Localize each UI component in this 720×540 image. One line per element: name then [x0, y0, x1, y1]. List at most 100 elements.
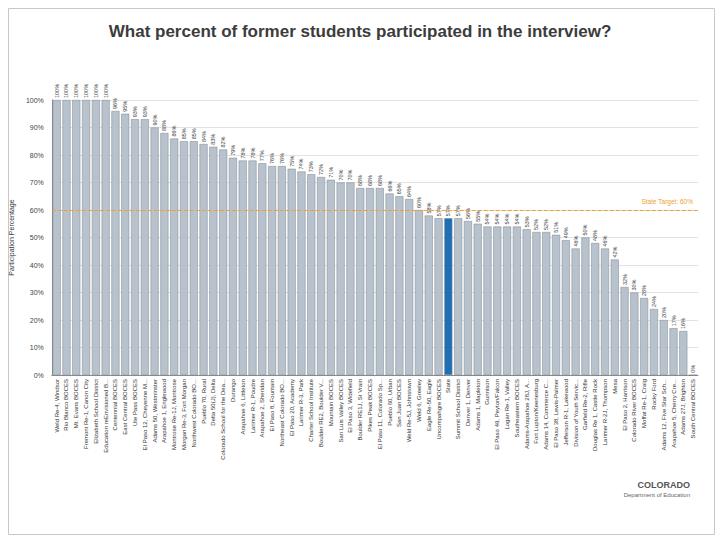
svg-text:78%: 78%	[240, 147, 246, 158]
svg-text:100%: 100%	[93, 84, 99, 98]
svg-text:Weld Re-5J, Johnstown: Weld Re-5J, Johnstown	[406, 379, 412, 442]
svg-text:Larimer R-1, Poudre: Larimer R-1, Poudre	[250, 378, 256, 433]
svg-text:46%: 46%	[602, 235, 608, 246]
svg-text:Education reEnvisioned B...: Education reEnvisioned B...	[103, 379, 109, 453]
svg-text:72%: 72%	[318, 164, 324, 175]
svg-text:Pueblo 70, Rural: Pueblo 70, Rural	[201, 379, 207, 424]
svg-text:Adams 27J, Brighton: Adams 27J, Brighton	[680, 379, 686, 435]
svg-text:Weld Re-4, Windsor: Weld Re-4, Windsor	[54, 379, 60, 433]
svg-text:60%: 60%	[416, 197, 422, 208]
svg-text:73%: 73%	[308, 161, 314, 172]
svg-text:El Paso 8, Fountain: El Paso 8, Fountain	[269, 379, 275, 431]
svg-text:East Central BOCES: East Central BOCES	[122, 379, 128, 435]
svg-text:Division of Youth Servic...: Division of Youth Servic...	[573, 379, 579, 447]
svg-text:83%: 83%	[210, 134, 216, 145]
svg-text:Boulder RE2, Boulder V...: Boulder RE2, Boulder V...	[318, 379, 324, 447]
svg-text:Adams-Arapahoe 28J, A...: Adams-Arapahoe 28J, A...	[524, 379, 530, 449]
svg-text:Adams 50, Westminster: Adams 50, Westminster	[152, 379, 158, 443]
svg-text:Garfield Re-2, Rifle: Garfield Re-2, Rifle	[582, 378, 588, 430]
svg-text:Department of Education: Department of Education	[624, 492, 690, 498]
svg-text:El Paso 2, Harrison: El Paso 2, Harrison	[622, 379, 628, 431]
svg-text:Charter School Institute: Charter School Institute	[308, 378, 314, 441]
svg-text:Douglas Re 1, Castle Rock: Douglas Re 1, Castle Rock	[592, 378, 598, 451]
svg-text:Northwest Colorado BO...: Northwest Colorado BO...	[191, 379, 197, 448]
svg-text:Rocky Ford: Rocky Ford	[651, 379, 657, 410]
svg-text:79%: 79%	[230, 145, 236, 156]
svg-text:54%: 54%	[484, 213, 490, 224]
svg-text:100%: 100%	[83, 84, 89, 98]
svg-text:Jefferson R-1, Lakewood: Jefferson R-1, Lakewood	[563, 379, 569, 446]
svg-text:65%: 65%	[396, 183, 402, 194]
svg-text:Arapahoe 1, Englewood: Arapahoe 1, Englewood	[161, 379, 167, 443]
svg-text:Northeast Colorado BO...: Northeast Colorado BO...	[279, 379, 285, 447]
svg-text:54%: 54%	[514, 213, 520, 224]
svg-text:Larimer R-2J, Thompson: Larimer R-2J, Thompson	[602, 379, 608, 445]
svg-text:Morgan Re-3, Fort Morgan: Morgan Re-3, Fort Morgan	[181, 379, 187, 450]
svg-text:El Paso 3, Widefield: El Paso 3, Widefield	[347, 379, 353, 433]
svg-text:Participation Percentage: Participation Percentage	[8, 199, 16, 275]
svg-text:52%: 52%	[543, 219, 549, 230]
svg-text:Colorado River BOCES: Colorado River BOCES	[631, 379, 637, 442]
svg-text:Adams 1, Mapleton: Adams 1, Mapleton	[475, 379, 481, 431]
svg-text:What percent of former student: What percent of former students particip…	[109, 22, 612, 41]
svg-text:78%: 78%	[250, 147, 256, 158]
svg-text:93%: 93%	[142, 106, 148, 117]
svg-text:Colorado School for the Dea...: Colorado School for the Dea...	[220, 379, 226, 460]
svg-text:El Paso 12, Cheyenne M...: El Paso 12, Cheyenne M...	[142, 379, 148, 451]
svg-text:85%: 85%	[181, 128, 187, 139]
svg-text:Logan Re-1, Valley: Logan Re-1, Valley	[504, 379, 510, 430]
svg-text:Mountain BOCES: Mountain BOCES	[328, 379, 334, 426]
svg-text:71%: 71%	[328, 167, 334, 178]
svg-text:40%: 40%	[30, 262, 44, 269]
svg-text:Arapahoe 6, Littleton: Arapahoe 6, Littleton	[240, 379, 246, 434]
svg-text:Adams 12, Five Star Sch...: Adams 12, Five Star Sch...	[661, 379, 667, 451]
svg-text:Delta 50(J), Delta: Delta 50(J), Delta	[210, 378, 216, 425]
svg-text:El Paso 11, Colorado Sp...: El Paso 11, Colorado Sp...	[377, 379, 383, 450]
svg-text:54%: 54%	[494, 213, 500, 224]
svg-text:Weld 6, Greeley: Weld 6, Greeley	[416, 379, 422, 422]
svg-text:Denver 1, Denver: Denver 1, Denver	[465, 379, 471, 426]
svg-text:San Juan BOCES: San Juan BOCES	[396, 379, 402, 427]
svg-text:10%: 10%	[30, 344, 44, 351]
svg-text:Adams 14, Commerce C...: Adams 14, Commerce C...	[543, 379, 549, 450]
svg-text:El Paso 49, Peyton/Falcon: El Paso 49, Peyton/Falcon	[494, 379, 500, 450]
svg-text:50%: 50%	[582, 224, 588, 235]
svg-text:State Target: 60%: State Target: 60%	[641, 198, 693, 206]
svg-text:48%: 48%	[592, 230, 598, 241]
svg-text:80%: 80%	[30, 152, 44, 159]
svg-text:El Paso 20, Academy: El Paso 20, Academy	[289, 379, 295, 436]
svg-text:93%: 93%	[132, 106, 138, 117]
svg-text:52%: 52%	[533, 219, 539, 230]
svg-text:Summit School District: Summit School District	[455, 379, 461, 440]
svg-text:Pueblo 60, Urban: Pueblo 60, Urban	[387, 379, 393, 426]
svg-text:20%: 20%	[30, 317, 44, 324]
svg-text:Mesa: Mesa	[612, 378, 618, 393]
svg-text:0%: 0%	[34, 372, 44, 379]
svg-text:Eagle Re-50, Eagle: Eagle Re-50, Eagle	[426, 378, 432, 431]
svg-text:70%: 70%	[347, 169, 353, 180]
svg-text:Boulder RE1J, St Vrain: Boulder RE1J, St Vrain	[357, 379, 363, 440]
svg-text:30%: 30%	[30, 289, 44, 296]
svg-text:96%: 96%	[112, 98, 118, 109]
svg-text:86%: 86%	[171, 125, 177, 136]
svg-text:82%: 82%	[220, 136, 226, 147]
svg-text:76%: 76%	[279, 153, 285, 164]
svg-text:100%: 100%	[26, 97, 44, 104]
svg-text:Arapahoe 5, Cherry Cre...: Arapahoe 5, Cherry Cre...	[671, 379, 677, 448]
svg-text:Montrose Re-1J, Montrose: Montrose Re-1J, Montrose	[171, 378, 177, 450]
svg-text:Moffat Re-1, Craig: Moffat Re-1, Craig	[641, 379, 647, 428]
svg-text:Larimer R-3, Park: Larimer R-3, Park	[298, 378, 304, 426]
svg-text:70%: 70%	[338, 169, 344, 180]
svg-text:74%: 74%	[298, 158, 304, 169]
svg-text:76%: 76%	[269, 153, 275, 164]
svg-text:Centennial BOCES: Centennial BOCES	[112, 379, 118, 430]
svg-text:100%: 100%	[54, 84, 60, 98]
svg-text:51%: 51%	[553, 222, 559, 233]
svg-text:88%: 88%	[161, 120, 167, 131]
svg-text:68%: 68%	[357, 175, 363, 186]
svg-text:Ute Pass BOCES: Ute Pass BOCES	[132, 379, 138, 426]
svg-text:53%: 53%	[524, 216, 530, 227]
svg-text:100%: 100%	[63, 84, 69, 98]
svg-text:70%: 70%	[30, 179, 44, 186]
svg-text:32%: 32%	[622, 274, 628, 285]
